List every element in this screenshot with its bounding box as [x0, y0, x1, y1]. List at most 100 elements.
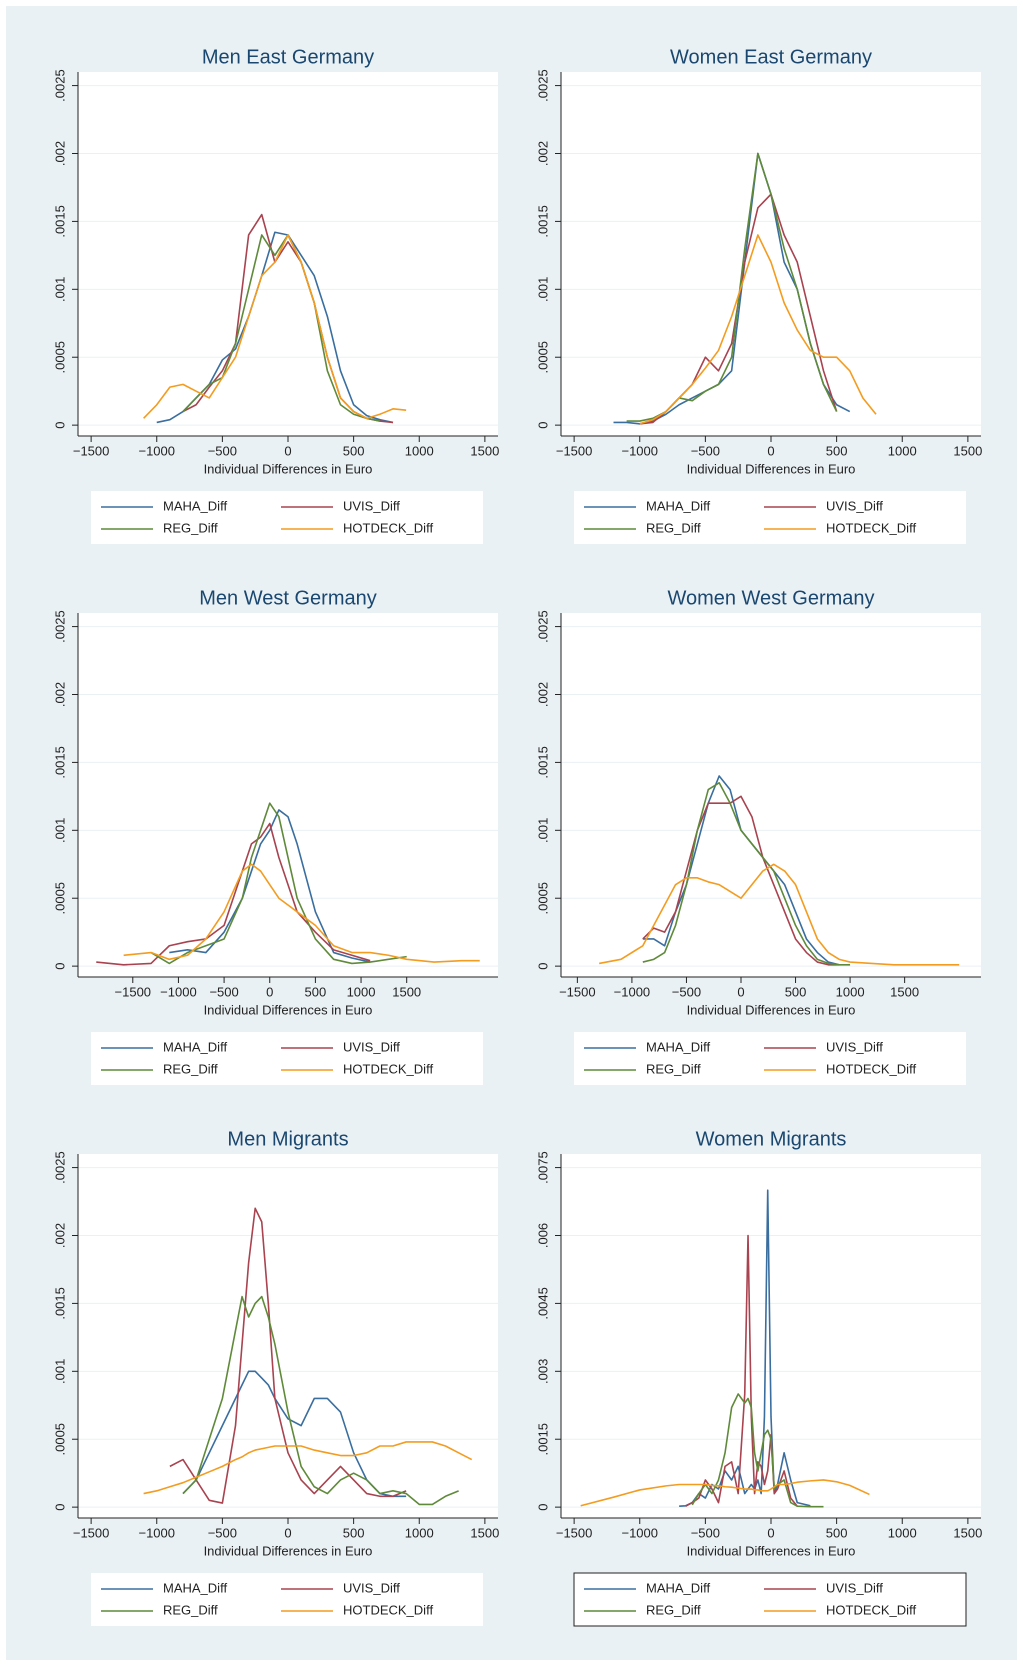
density-line: [182, 1295, 459, 1506]
y-tick-label: .002: [535, 141, 550, 166]
legend-label: MAHA_Diff: [646, 1039, 710, 1054]
x-tick-label: −1000: [160, 984, 197, 999]
x-tick-label: 1000: [405, 1525, 434, 1540]
x-tick-label: 1000: [347, 984, 376, 999]
x-tick-label: 1500: [392, 984, 421, 999]
plot-region: [78, 72, 498, 436]
x-tick-label: −1000: [138, 443, 175, 458]
density-line: [599, 863, 960, 966]
y-tick-label: .0005: [52, 882, 67, 915]
legend-label: MAHA_Diff: [163, 498, 227, 513]
plot-region: [78, 1154, 498, 1518]
legend-label: UVIS_Diff: [343, 498, 400, 513]
x-axis-title: Individual Differences in Euro: [204, 1002, 373, 1017]
x-tick-label: −1000: [621, 443, 658, 458]
plot-region: [561, 1154, 981, 1518]
x-tick-label: −1500: [556, 443, 593, 458]
x-tick-label: −500: [672, 984, 701, 999]
density-line: [143, 234, 407, 420]
y-tick-label: .0025: [52, 610, 67, 643]
legend-box: [91, 491, 483, 544]
density-line: [169, 1207, 407, 1504]
y-tick-label: .0015: [535, 746, 550, 779]
density-line: [96, 822, 371, 966]
x-tick-label: −500: [691, 443, 720, 458]
x-tick-label: 0: [767, 443, 774, 458]
chart-title: Men East Germany: [202, 46, 374, 68]
plot-region: [561, 72, 981, 436]
plot-region: [561, 613, 981, 977]
y-tick-label: .0045: [535, 1287, 550, 1320]
x-tick-label: −1500: [556, 1525, 593, 1540]
y-tick-label: .001: [52, 1359, 67, 1384]
y-tick-label: .002: [52, 682, 67, 707]
x-tick-label: −500: [208, 1525, 237, 1540]
density-line: [150, 802, 407, 965]
x-tick-label: −1000: [614, 984, 651, 999]
x-tick-label: 500: [343, 1525, 365, 1540]
x-tick-label: 1000: [405, 443, 434, 458]
legend-label: UVIS_Diff: [826, 1580, 883, 1595]
legend-box: [91, 1573, 483, 1626]
x-tick-label: −1500: [115, 984, 152, 999]
legend-label: HOTDECK_Diff: [343, 1061, 433, 1076]
y-tick-label: .001: [52, 818, 67, 843]
chart-title: Men West Germany: [199, 587, 376, 609]
x-tick-label: 1500: [890, 984, 919, 999]
x-tick-label: 0: [284, 443, 291, 458]
density-line: [642, 795, 840, 966]
legend-label: REG_Diff: [163, 1602, 218, 1617]
y-tick-label: .0075: [535, 1151, 550, 1184]
y-tick-label: .002: [535, 682, 550, 707]
x-tick-label: −500: [209, 984, 238, 999]
legend-label: REG_Diff: [646, 1061, 701, 1076]
legend-label: HOTDECK_Diff: [343, 1602, 433, 1617]
y-tick-label: 0: [52, 1504, 67, 1511]
legend-box: [574, 491, 966, 544]
legend-box: [573, 1572, 967, 1627]
x-axis-title: Individual Differences in Euro: [687, 1002, 856, 1017]
legend-label: HOTDECK_Diff: [826, 1602, 916, 1617]
legend-label: UVIS_Diff: [826, 498, 883, 513]
x-axis-title: Individual Differences in Euro: [204, 1543, 373, 1558]
y-tick-label: .0025: [535, 69, 550, 102]
x-tick-label: 0: [284, 1525, 291, 1540]
y-tick-label: .0015: [52, 205, 67, 238]
density-line: [639, 234, 877, 425]
legend-label: REG_Diff: [163, 1061, 218, 1076]
plot-region: [78, 613, 498, 977]
x-tick-label: 500: [785, 984, 807, 999]
y-tick-label: 0: [535, 963, 550, 970]
x-tick-label: −1500: [559, 984, 596, 999]
x-axis-title: Individual Differences in Euro: [204, 461, 373, 476]
legend-label: MAHA_Diff: [646, 498, 710, 513]
y-tick-label: .0005: [535, 882, 550, 915]
legend-label: UVIS_Diff: [343, 1039, 400, 1054]
y-tick-label: .0025: [535, 610, 550, 643]
x-tick-label: 500: [826, 1525, 848, 1540]
y-tick-label: .0015: [52, 1287, 67, 1320]
legend-box: [91, 1032, 483, 1085]
x-tick-label: −500: [691, 1525, 720, 1540]
x-tick-label: 500: [305, 984, 327, 999]
x-tick-label: 1000: [836, 984, 865, 999]
density-line: [642, 781, 851, 966]
x-axis-title: Individual Differences in Euro: [687, 461, 856, 476]
y-tick-label: .002: [52, 141, 67, 166]
y-tick-label: .002: [52, 1223, 67, 1248]
density-line: [143, 1441, 473, 1495]
y-tick-label: .0015: [535, 205, 550, 238]
y-tick-label: .001: [535, 818, 550, 843]
x-tick-label: 1000: [888, 443, 917, 458]
y-tick-label: 0: [535, 422, 550, 429]
legend-label: UVIS_Diff: [343, 1580, 400, 1595]
chart-title: Women West Germany: [667, 587, 874, 609]
legend-label: REG_Diff: [646, 1602, 701, 1617]
legend-label: MAHA_Diff: [163, 1039, 227, 1054]
chart-title: Women East Germany: [670, 46, 872, 68]
x-tick-label: −500: [208, 443, 237, 458]
x-tick-label: −1000: [138, 1525, 175, 1540]
density-line: [123, 863, 480, 963]
